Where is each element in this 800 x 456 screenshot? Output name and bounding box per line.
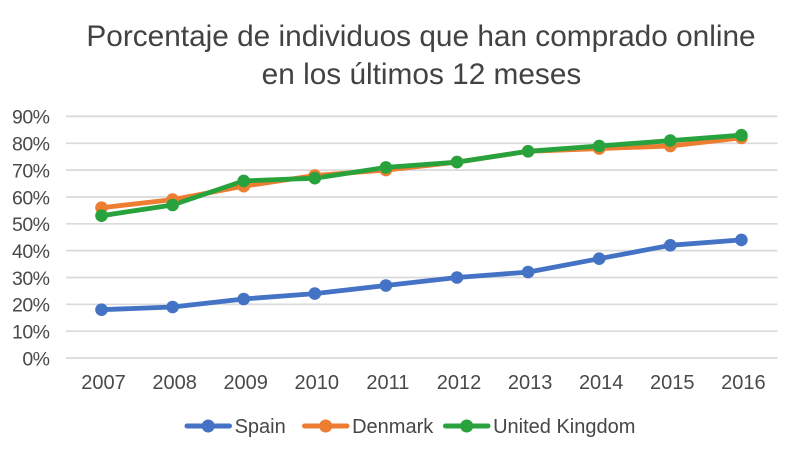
svg-text:60%: 60% (12, 187, 50, 209)
svg-text:0%: 0% (22, 348, 49, 370)
svg-text:2007: 2007 (81, 372, 126, 394)
svg-text:United Kingdom: United Kingdom (493, 416, 635, 438)
svg-text:2015: 2015 (650, 372, 695, 394)
svg-text:2014: 2014 (579, 372, 624, 394)
svg-text:Denmark: Denmark (352, 416, 434, 438)
svg-text:2011: 2011 (366, 372, 409, 394)
svg-text:Spain: Spain (235, 416, 286, 438)
svg-text:2010: 2010 (295, 372, 340, 394)
svg-text:en los últimos 12 meses: en los últimos 12 meses (262, 58, 582, 91)
svg-text:30%: 30% (12, 268, 50, 290)
svg-text:10%: 10% (12, 322, 50, 344)
svg-text:40%: 40% (12, 241, 50, 263)
svg-text:2013: 2013 (508, 372, 553, 394)
svg-text:2016: 2016 (721, 372, 766, 394)
svg-text:2012: 2012 (437, 372, 482, 394)
svg-text:70%: 70% (12, 160, 50, 182)
svg-text:Porcentaje de individuos que h: Porcentaje de individuos que han comprad… (86, 20, 755, 53)
svg-text:50%: 50% (12, 214, 50, 236)
svg-text:20%: 20% (12, 295, 50, 317)
svg-text:2008: 2008 (152, 372, 197, 394)
svg-text:90%: 90% (12, 107, 50, 129)
svg-text:2009: 2009 (223, 372, 268, 394)
svg-text:80%: 80% (12, 134, 50, 156)
